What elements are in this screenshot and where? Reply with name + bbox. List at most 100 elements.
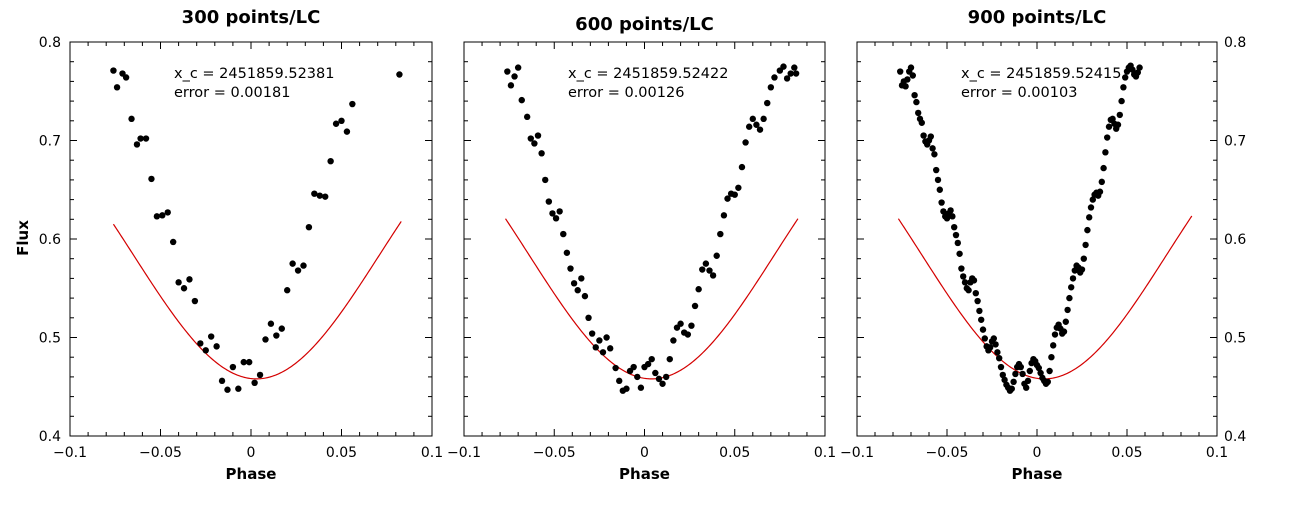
data-point — [976, 307, 983, 315]
data-point — [965, 287, 972, 294]
data-point — [648, 355, 655, 363]
data-point — [745, 123, 753, 130]
data-point — [549, 210, 556, 217]
data-point — [1046, 367, 1053, 375]
data-point — [943, 215, 951, 222]
data-point — [987, 344, 994, 351]
data-point — [1104, 134, 1111, 141]
data-point — [688, 322, 695, 329]
data-point — [972, 289, 979, 297]
data-point — [997, 363, 1005, 371]
data-point — [1118, 97, 1125, 105]
data-point — [256, 371, 264, 379]
data-point — [607, 345, 614, 352]
data-point — [504, 68, 511, 75]
plot-frame — [69, 41, 433, 437]
data-point — [305, 223, 313, 231]
data-point — [218, 377, 226, 385]
data-point — [552, 215, 560, 222]
data-point — [970, 277, 978, 284]
x-axis-label: Phase — [226, 465, 277, 483]
data-point — [1051, 331, 1059, 338]
data-point — [933, 166, 940, 174]
data-point — [563, 249, 571, 256]
data-point — [981, 335, 988, 342]
data-point — [702, 260, 710, 267]
data-point — [691, 302, 699, 310]
x-tick-label: −0.1 — [447, 445, 481, 461]
y-tick-label: 0.6 — [39, 232, 61, 248]
data-point — [616, 377, 623, 385]
data-point — [1017, 363, 1024, 371]
data-point — [934, 176, 942, 184]
data-point — [1010, 378, 1017, 386]
data-point — [592, 344, 599, 351]
data-point — [990, 335, 997, 342]
data-point — [1001, 376, 1008, 384]
data-point — [1012, 370, 1019, 378]
data-point — [913, 98, 920, 106]
data-point — [578, 275, 585, 282]
data-point — [792, 70, 800, 77]
data-point — [634, 373, 641, 381]
data-point — [974, 297, 981, 305]
data-point — [947, 207, 954, 214]
data-point — [1064, 306, 1071, 314]
data-point — [1066, 294, 1073, 302]
data-point — [1078, 266, 1086, 273]
data-point — [251, 379, 258, 387]
data-point — [511, 73, 518, 80]
data-point — [545, 198, 553, 205]
data-point — [909, 72, 916, 79]
data-point — [695, 286, 702, 293]
data-point — [1068, 284, 1075, 291]
data-point — [570, 280, 578, 287]
data-point — [952, 231, 960, 239]
y-tick-label: 0.5 — [1224, 331, 1246, 347]
data-point — [915, 109, 922, 117]
data-point — [918, 119, 925, 126]
data-point — [1044, 378, 1052, 386]
data-point — [1022, 384, 1030, 391]
data-point — [137, 135, 144, 142]
data-point — [514, 64, 522, 71]
x-tick-label: 0 — [640, 445, 649, 461]
data-point — [713, 252, 720, 259]
data-point — [996, 354, 1003, 362]
data-point — [717, 230, 724, 238]
data-point — [1035, 364, 1043, 372]
data-point — [159, 212, 166, 219]
data-point — [1136, 64, 1143, 71]
data-point — [992, 341, 999, 348]
data-point — [560, 230, 567, 238]
x-axis-label: Phase — [1012, 465, 1063, 483]
annotation-xc: x_c = 2451859.52381 — [174, 66, 334, 82]
data-point — [262, 336, 269, 343]
data-point — [1102, 149, 1109, 156]
data-point — [699, 266, 706, 273]
data-point — [1080, 255, 1088, 262]
x-axis-label: Phase — [619, 465, 670, 483]
data-point — [1050, 342, 1057, 349]
data-point — [927, 133, 934, 140]
data-point — [148, 175, 155, 183]
data-point — [186, 276, 193, 283]
data-point — [742, 139, 749, 146]
data-point — [994, 349, 1001, 356]
annotation-xc: x_c = 2451859.52422 — [568, 66, 728, 82]
data-point — [229, 363, 237, 371]
x-tick-label: −0.05 — [926, 445, 969, 461]
data-point — [110, 67, 117, 74]
data-point — [931, 151, 938, 158]
data-point — [958, 265, 965, 272]
data-point — [518, 96, 525, 104]
y-axis-label: Flux — [14, 220, 32, 256]
data-point — [191, 297, 199, 305]
data-point — [235, 385, 242, 392]
y-tick-label: 0.4 — [1224, 429, 1246, 445]
data-point — [1069, 275, 1077, 282]
data-point — [207, 333, 215, 340]
data-point — [670, 337, 677, 344]
data-point — [300, 262, 307, 269]
x-tick-label: 0.1 — [1206, 445, 1228, 461]
